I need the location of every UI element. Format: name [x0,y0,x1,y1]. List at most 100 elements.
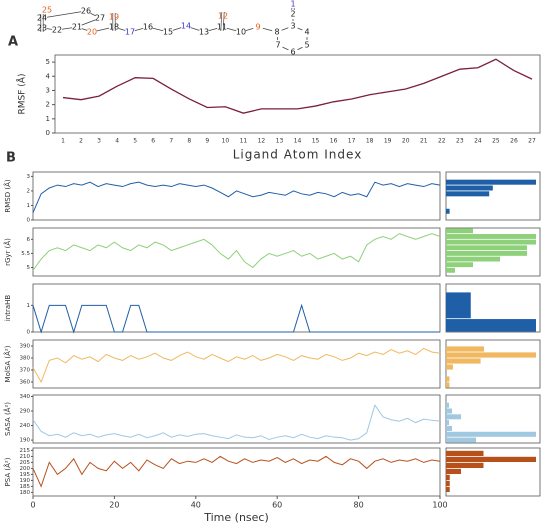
y-tick-label: 1 [27,303,31,309]
y-tick-label: 5 [27,265,31,271]
time-series [32,233,441,271]
y-tick-label: 215 [20,448,31,454]
atom-label: 25 [42,6,52,15]
hist-bar [446,480,450,486]
hist-bar [446,425,452,431]
hist-bar [446,468,461,474]
y-axis-label: RMSF (Å) [16,74,28,115]
y-axis-label: PSA (Å²) [3,457,12,486]
time-series [32,404,441,441]
y-axis-label: intraHB [4,295,12,322]
hist-bar [446,239,536,245]
atom-label: 19 [109,13,119,22]
y-tick-label: 0 [46,129,50,137]
y-tick-label: 290 [20,409,31,415]
hist-bar [446,450,484,456]
x-tick-label: 20 [109,501,119,510]
x-axis-label: Ligand Atom Index [233,148,363,162]
axes-frame [32,339,441,389]
atom-label: 11 [217,23,227,32]
time-series [32,455,441,488]
axes-frame [54,54,541,134]
atom-label: 15 [163,28,173,37]
hist-bar [446,402,449,408]
x-tick-label: 13 [276,138,284,145]
panel-label: B [6,151,16,166]
bond [134,27,144,32]
atom-label: 20 [87,28,97,37]
atom-label: 1 [290,0,295,9]
x-tick-label: 5 [133,138,137,145]
x-tick-label: 14 [294,138,302,145]
hist-frame [445,339,541,389]
hist-bar [446,250,527,256]
x-tick-label: 27 [528,138,536,145]
x-tick-label: 7 [169,138,173,145]
bond [152,27,164,32]
hist-bar [446,234,536,239]
bond [46,28,53,30]
y-tick-label: 2 [46,101,50,109]
bond [297,46,303,51]
hist-bar [446,185,493,191]
x-tick-label: 23 [456,138,464,145]
y-tick-label: 240 [20,423,31,429]
x-tick-label: 3 [97,138,101,145]
bond [81,28,88,31]
y-tick-label: 390 [20,344,31,350]
axes-frame [32,227,441,277]
x-axis-label: Time (nsec) [203,511,269,524]
x-tick-label: 8 [187,138,191,145]
y-tick-label: 5 [46,58,50,66]
hist-bar [446,208,450,214]
hist-bar [446,358,481,364]
y-tick-label: 190 [20,438,31,444]
hist-bar [446,292,471,319]
x-tick-label: 100 [432,501,447,510]
x-tick-label: 40 [191,501,201,510]
atom-label: 2 [290,10,295,19]
hist-bar [446,191,490,197]
hist-bar [446,414,461,420]
y-tick-label: 180 [20,490,31,496]
y-axis-label: RMSD (Å) [3,179,12,212]
atom-label: 9 [255,23,260,32]
x-tick-label: 6 [151,138,155,145]
x-tick-label: 10 [222,138,230,145]
x-tick-label: 26 [510,138,518,145]
x-tick-label: 80 [354,501,364,510]
atom-label: 10 [236,28,246,37]
bond [96,27,110,32]
y-tick-label: 380 [20,356,31,362]
y-tick-label: 190 [20,478,31,484]
x-tick-label: 20 [402,138,410,145]
hist-bar [446,245,527,251]
atom-label: 12 [218,12,228,21]
atom-label: 22 [52,26,62,35]
x-tick-label: 2 [79,138,83,145]
y-tick-label: 2 [27,188,31,194]
x-tick-label: 1 [61,138,65,145]
time-series [32,181,441,213]
y-tick-label: 210 [20,454,31,460]
atom-label: 5 [304,41,309,50]
bond [46,11,82,18]
y-tick-label: 3 [27,174,31,180]
hist-bar [446,382,450,388]
x-tick-label: 12 [258,138,266,145]
hist-bar [446,179,536,185]
x-tick-label: 9 [205,138,209,145]
y-tick-label: 4 [46,72,51,80]
bond [245,28,254,31]
hist-bar [446,346,485,352]
bond [190,27,200,31]
y-tick-label: 200 [20,466,31,472]
atom-label: 23 [37,24,47,33]
hist-bar [446,456,536,462]
x-tick-label: 60 [272,501,282,510]
rmsf-line [62,58,533,114]
y-axis-label: MolSA (Å²) [3,345,12,382]
y-axis-label: SASA (Å²) [3,402,12,436]
axes-frame [32,171,441,221]
